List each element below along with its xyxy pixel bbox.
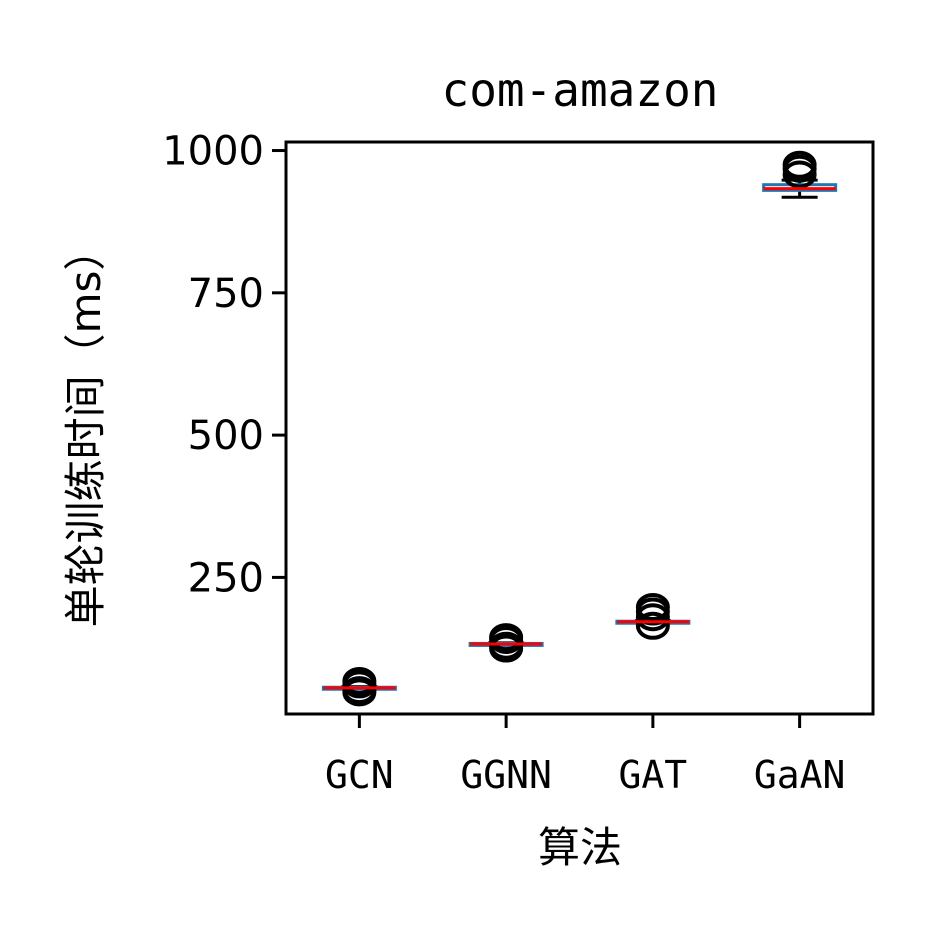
outlier-point <box>342 666 377 695</box>
y-tick-label: 750 <box>188 271 264 317</box>
y-axis: 250 500 750 1000 <box>162 129 286 601</box>
plot-frame <box>284 140 875 716</box>
y-axis-label: 单轮训练时间（ms） <box>61 229 110 628</box>
x-axis: GCN GGNN GAT GaAN <box>325 714 845 797</box>
y-tick-label: 250 <box>188 555 264 601</box>
plot-area <box>284 140 875 716</box>
outlier-point <box>489 623 524 652</box>
box-gcn <box>321 666 397 707</box>
box-series <box>321 150 838 707</box>
y-tick-label: 1000 <box>162 129 264 175</box>
chart-title: com-amazon <box>442 63 719 117</box>
box-ggnn <box>468 623 544 663</box>
x-tick-label: GGNN <box>460 753 552 797</box>
x-axis-label: 算法 <box>538 823 622 872</box>
outlier-point <box>782 150 817 179</box>
box-gat <box>615 592 691 640</box>
y-tick-label: 500 <box>188 413 264 459</box>
outlier-point <box>635 611 670 640</box>
outlier-point <box>635 592 670 621</box>
x-tick-label: GAT <box>619 753 688 797</box>
x-tick-label: GCN <box>325 753 394 797</box>
box-gaan <box>762 150 838 199</box>
x-tick-label: GaAN <box>754 753 846 797</box>
